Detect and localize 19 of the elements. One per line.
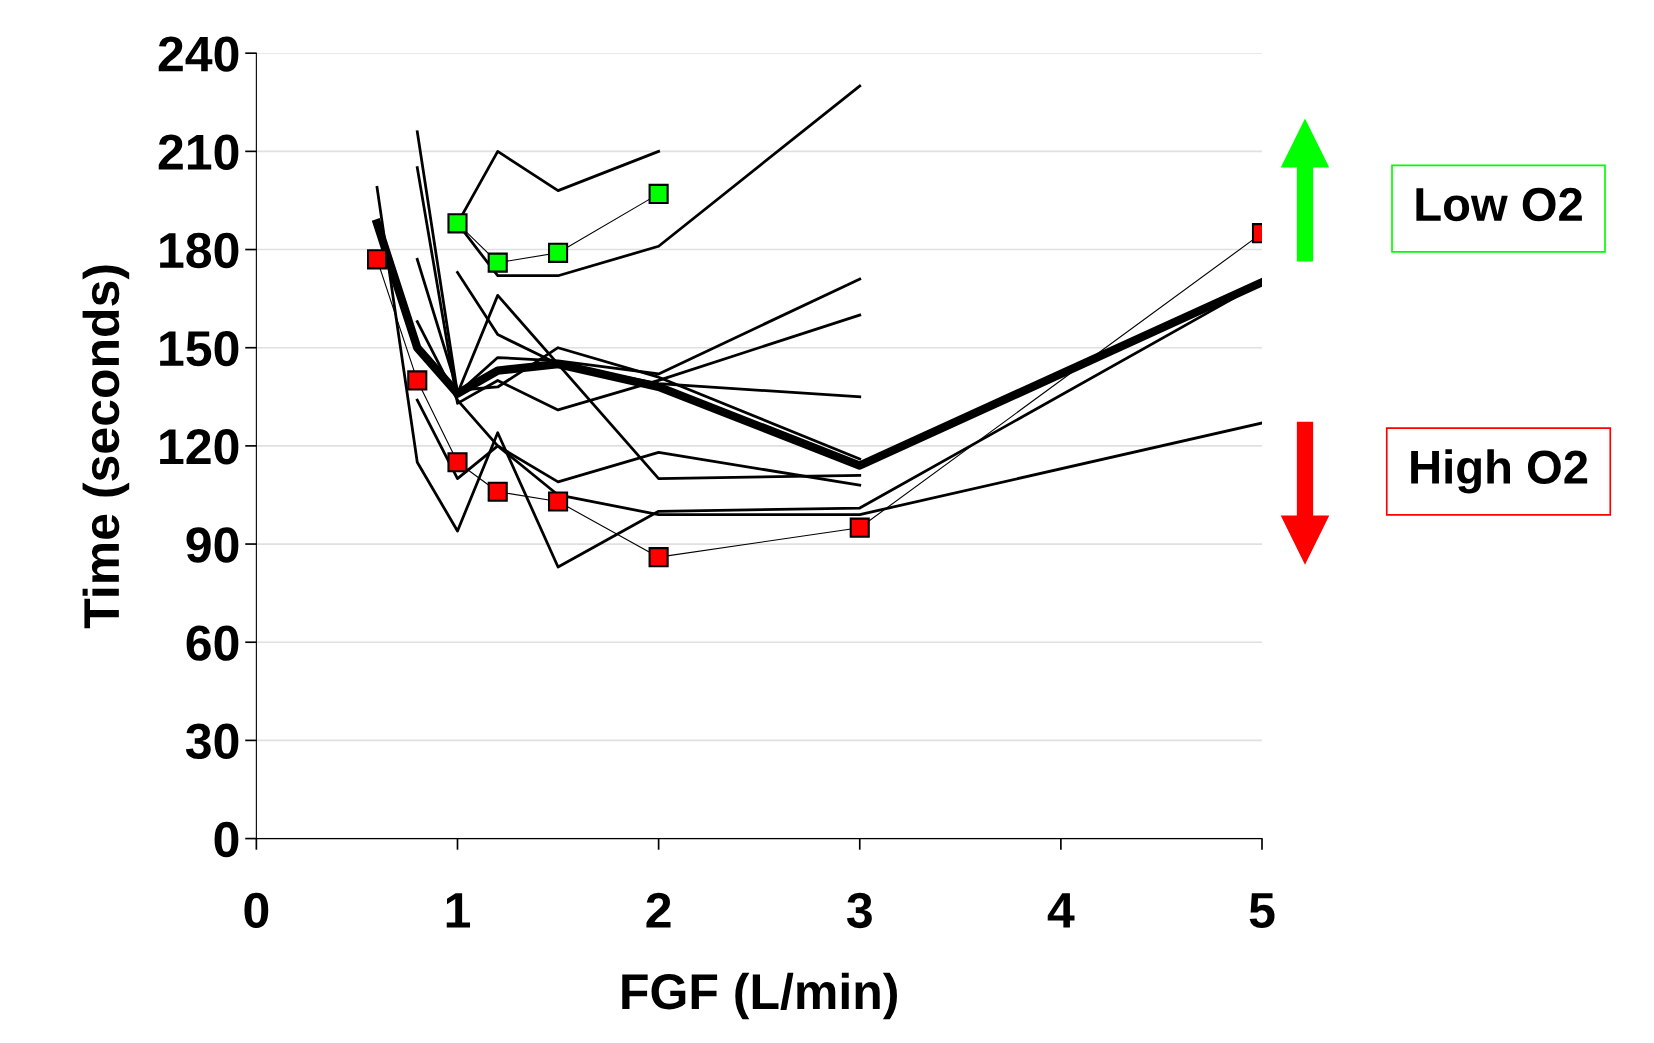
x-tick-label: 4	[1047, 893, 1075, 928]
y-tick-label: 90	[186, 527, 239, 563]
y-tick-label: 30	[185, 723, 239, 760]
text: High O2	[1411, 449, 1588, 494]
x-axis-title: FGF (L/min)	[622, 972, 897, 1020]
y-tick-label: 60	[186, 625, 239, 661]
x-tick-label: 5	[1249, 893, 1275, 929]
x-tick-label: 1	[446, 893, 471, 928]
text: Low O2	[1416, 187, 1582, 222]
x-tick-label: 2	[646, 892, 671, 928]
y-tick-label: 240	[158, 36, 239, 72]
y-tick-label: 210	[158, 134, 239, 170]
y-tick-label: 0	[214, 821, 239, 858]
x-tick-label: 0	[244, 892, 269, 929]
y-axis-title: Time (seconds)	[82, 265, 130, 629]
y-tick-label: 180	[160, 232, 239, 269]
y-tick-label: 120	[160, 429, 239, 465]
y-tick-label: 150	[160, 330, 239, 367]
x-tick-label: 3	[847, 892, 872, 929]
